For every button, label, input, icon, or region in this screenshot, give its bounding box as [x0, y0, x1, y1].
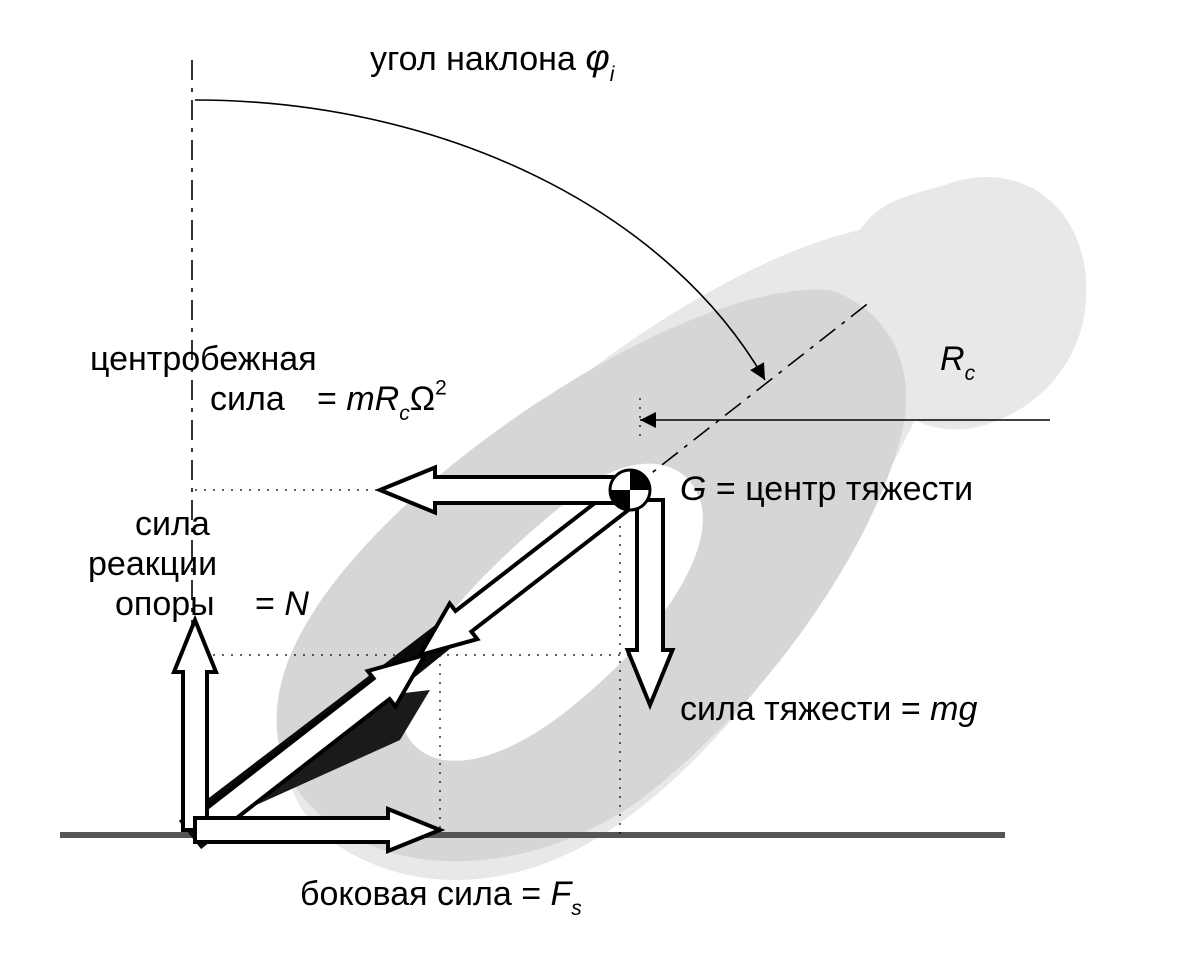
- label-gravity: сила тяжести = mg: [680, 690, 977, 728]
- label-centrifugal-eq: = mRc​Ω2​: [317, 377, 447, 426]
- label-normal-2: реакции: [88, 545, 217, 583]
- cog-marker: [610, 470, 650, 510]
- label-centrifugal-2: сила: [210, 380, 285, 418]
- label-sideforce: боковая сила = Fs​: [300, 875, 582, 920]
- label-cog: G = центр тяжести: [680, 470, 973, 508]
- label-normal-3: опоры: [115, 585, 215, 623]
- label-centrifugal-1: центробежная: [90, 340, 317, 378]
- label-angle: угол наклона φi​: [370, 36, 616, 86]
- label-normal-1: сила: [135, 505, 210, 543]
- label-normal-eq: = N: [255, 585, 309, 623]
